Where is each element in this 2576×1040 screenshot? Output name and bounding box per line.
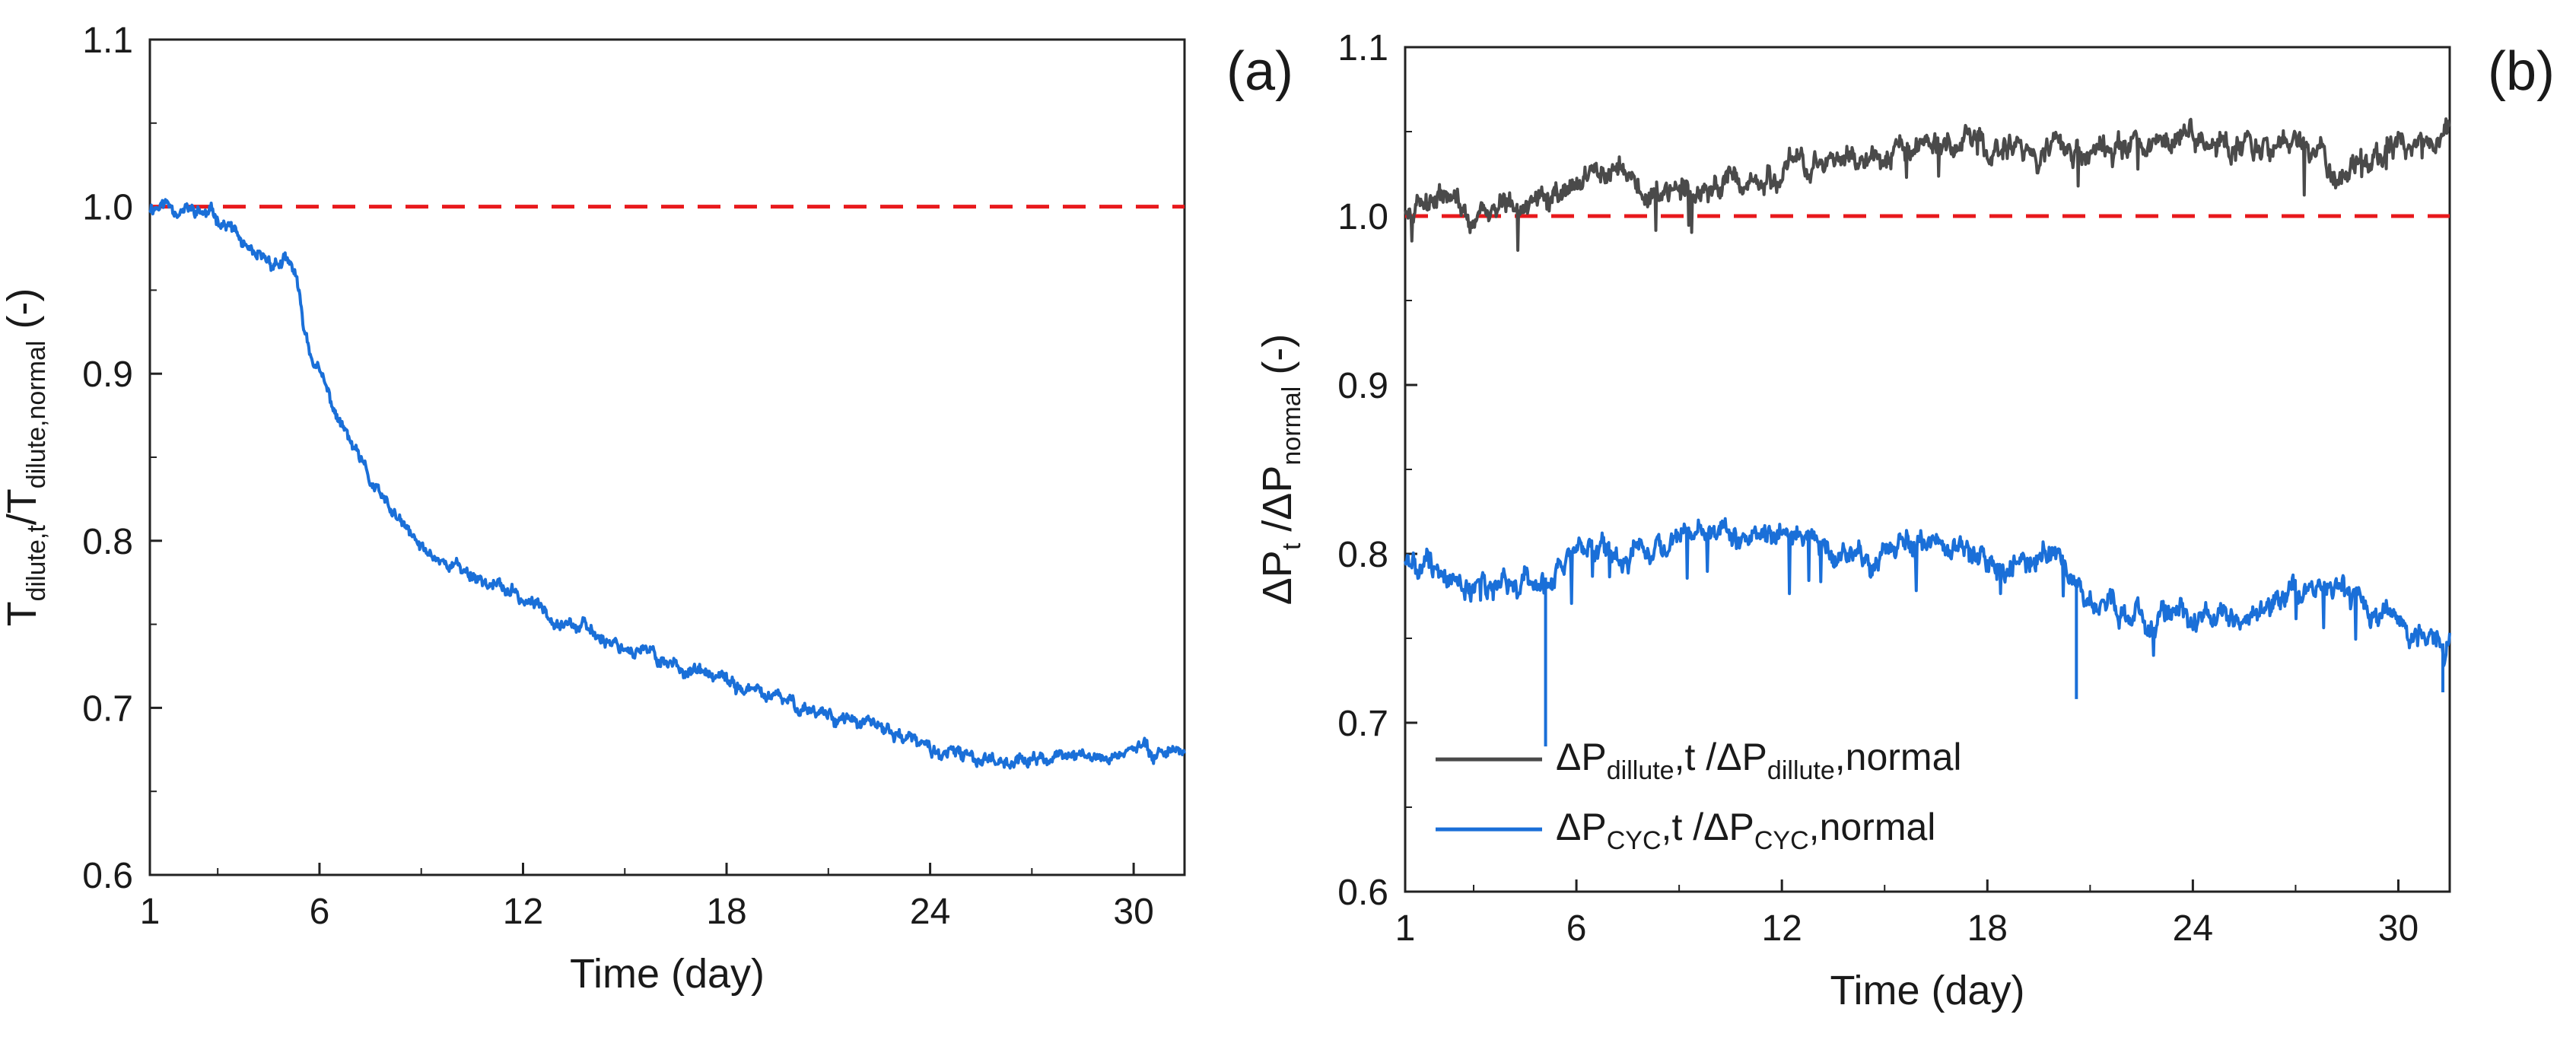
y-tick-label: 1.1 [1337, 28, 1388, 68]
y-tick-label: 0.9 [82, 355, 133, 395]
panel-label-b: (b) [2488, 41, 2555, 102]
x-tick-label: 1 [1395, 908, 1416, 949]
y-tick-label: 0.7 [1337, 704, 1388, 744]
x-tick-label: 24 [910, 892, 950, 932]
x-axis-title: Time (day) [1830, 968, 2024, 1013]
x-axis-title: Time (day) [570, 951, 765, 997]
panel-label-a: (a) [1226, 41, 1293, 102]
y-axis-title: ΔPt /ΔPnormal (-) [1255, 334, 1306, 606]
x-tick-label: 12 [1761, 908, 1802, 949]
x-tick-label: 30 [2378, 908, 2419, 949]
legend-label-1: ΔPdillute,t /ΔPdillute,normal [1556, 736, 1962, 785]
x-tick-label: 24 [2173, 908, 2213, 949]
plot-frame [148, 38, 1186, 876]
y-axis-title: Tdilute,t/Tdilute,normal (-) [0, 288, 51, 627]
y-tick-label: 0.8 [1337, 535, 1388, 575]
y-tick-label: 0.9 [1337, 366, 1388, 406]
series-line-1 [148, 198, 1186, 770]
x-tick-label: 1 [140, 892, 161, 932]
x-tick-label: 18 [706, 892, 746, 932]
y-tick-label: 0.7 [82, 689, 133, 729]
x-tick-label: 18 [1967, 908, 2008, 949]
x-tick-label: 6 [310, 892, 330, 932]
y-tick-label: 1.1 [82, 21, 133, 61]
y-tick-label: 1.0 [1337, 197, 1388, 237]
x-tick-label: 12 [503, 892, 543, 932]
y-tick-label: 1.0 [82, 188, 133, 228]
panel-b-chart: 0.6 0.7 0.8 0.9 1.0 1.1 1 6 12 18 24 30 Time (day) ΔP… [1255, 28, 2451, 1013]
y-tick-label: 0.8 [82, 522, 133, 562]
series-line-1 [1404, 117, 2451, 252]
x-tick-label: 30 [1113, 892, 1153, 932]
y-tick-label: 0.6 [82, 856, 133, 896]
legend-label-2: ΔPCYC,t /ΔPCYC,normal [1556, 806, 1935, 855]
x-tick-label: 6 [1566, 908, 1587, 949]
y-tick-label: 0.6 [1337, 873, 1388, 913]
panel-a-chart: 0.6 0.7 0.8 0.9 1.0 1.1 1 6 12 18 24 30 Time (day) Td… [0, 21, 1186, 997]
series-line-2 [1404, 517, 2451, 667]
